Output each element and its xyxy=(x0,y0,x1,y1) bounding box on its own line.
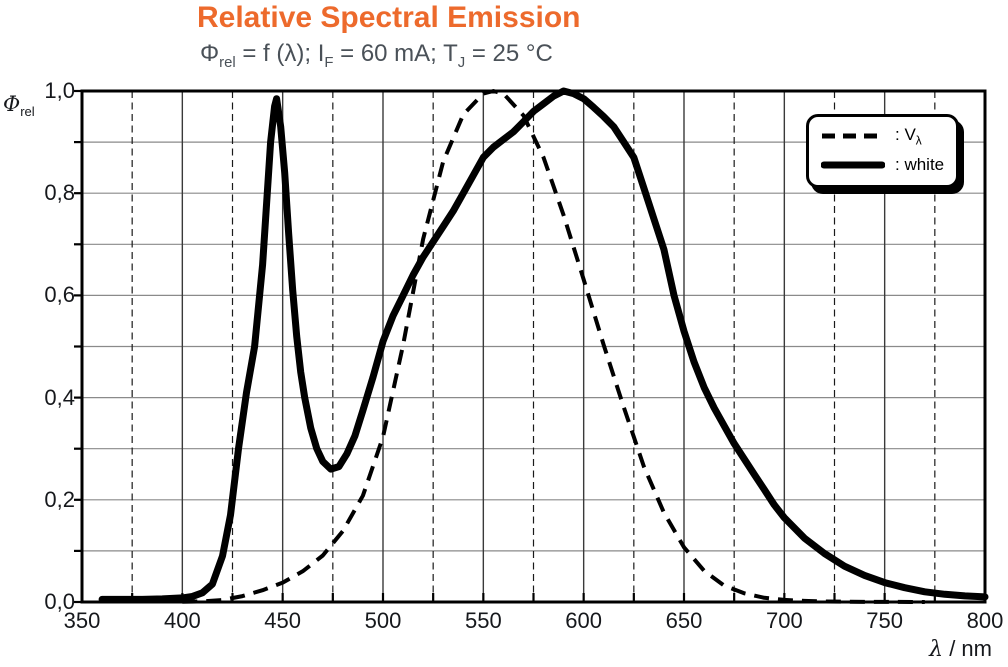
chart-subtitle: Φrel = f (λ); IF = 60 mA; TJ = 25 °C xyxy=(200,40,553,71)
x-tick-label: 750 xyxy=(866,608,904,633)
legend-entry-v-lambda: : Vλ xyxy=(821,124,944,148)
dashed-line-icon xyxy=(822,133,884,139)
plot-frame xyxy=(80,89,987,604)
x-tick-label: 400 xyxy=(163,608,201,633)
x-axis-label: λ / nm xyxy=(929,636,992,662)
legend-box: : Vλ : white xyxy=(806,114,960,188)
legend-label-white: : white xyxy=(895,155,945,174)
y-tick-label: 0,2 xyxy=(44,486,75,512)
x-tick-label: 600 xyxy=(565,608,603,633)
y-tick-label: 1,0 xyxy=(44,78,75,103)
legend-label-v-lambda: : Vλ xyxy=(895,124,922,148)
page-title: Relative Spectral Emission xyxy=(197,1,581,34)
solid-line-icon xyxy=(821,161,885,169)
y-tick-label: 0,8 xyxy=(44,180,75,206)
x-tick-label: 650 xyxy=(665,608,703,633)
y-axis-label: Φrel xyxy=(3,92,35,120)
x-tick-label: 350 xyxy=(63,608,101,633)
x-tick-label: 700 xyxy=(765,608,803,633)
y-tick-label: 0,0 xyxy=(44,589,75,614)
x-tick-label: 500 xyxy=(364,608,402,633)
x-tick-label: 450 xyxy=(264,608,302,633)
y-tick-label: 0,6 xyxy=(44,282,75,308)
y-tick-label: 0,4 xyxy=(44,384,75,410)
x-tick-label: 550 xyxy=(464,608,502,633)
curve-Vλ xyxy=(182,89,925,604)
curve-white xyxy=(98,87,989,603)
x-tick-label: 800 xyxy=(966,608,1004,633)
legend-entry-white: : white xyxy=(821,153,944,177)
